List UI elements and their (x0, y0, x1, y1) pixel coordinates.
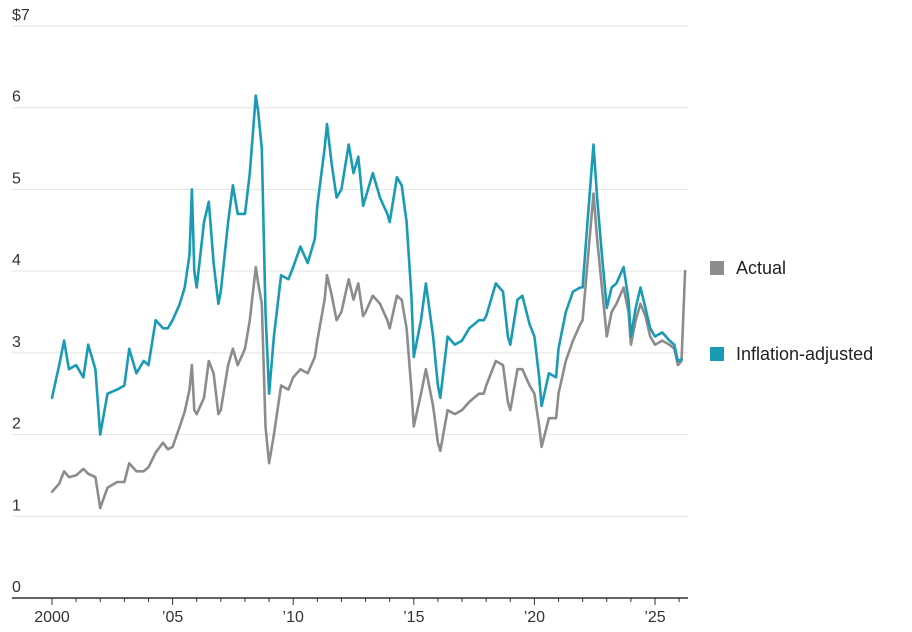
legend-label: Actual (736, 258, 786, 278)
series-lines (50, 94, 687, 510)
x-tick-label: 2000 (34, 609, 70, 626)
legend: Actual Inflation-adjusted (710, 258, 873, 364)
y-tick-label: $7 (12, 7, 30, 24)
y-tick-label: 0 (12, 579, 21, 596)
y-tick-label: 2 (12, 416, 21, 433)
y-tick-label: 5 (12, 170, 21, 187)
y-tick-label: 6 (12, 89, 21, 106)
legend-swatch (710, 347, 724, 361)
y-tick-label: 3 (12, 334, 21, 351)
series-line-actual (50, 192, 687, 510)
y-tick-label: 1 (12, 497, 21, 514)
x-tick-label: ’20 (524, 609, 545, 626)
gridlines (12, 25, 688, 517)
y-axis-tick-labels: 0 1 2 3 4 5 6 $7 (12, 7, 30, 596)
x-axis: 2000 ’05 ’10 ’15 ’20 ’25 (12, 597, 688, 626)
x-tick-label: ’15 (403, 609, 424, 626)
y-tick-label: 4 (12, 252, 21, 269)
series-line-inflation-adjusted (50, 94, 683, 436)
x-tick-label: ’25 (644, 609, 665, 626)
legend-swatch (710, 261, 724, 275)
x-tick-label: ’05 (162, 609, 183, 626)
x-tick-label: ’10 (283, 609, 304, 626)
legend-label: Inflation-adjusted (736, 344, 873, 364)
